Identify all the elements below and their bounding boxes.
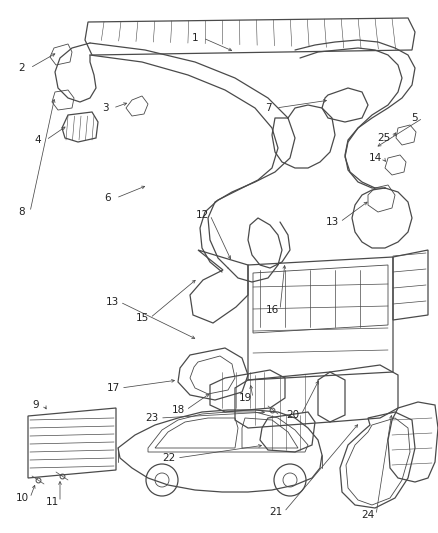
Text: 3: 3 <box>102 103 108 113</box>
Text: 23: 23 <box>145 413 159 423</box>
Text: 9: 9 <box>33 400 39 410</box>
Text: 13: 13 <box>325 217 339 227</box>
Text: 1: 1 <box>192 33 198 43</box>
Text: 25: 25 <box>378 133 391 143</box>
Text: 12: 12 <box>195 210 208 220</box>
Text: 20: 20 <box>286 410 300 420</box>
Text: 21: 21 <box>269 507 283 517</box>
Text: 8: 8 <box>19 207 25 217</box>
Text: 4: 4 <box>35 135 41 145</box>
Text: 18: 18 <box>171 405 185 415</box>
Text: 15: 15 <box>135 313 148 323</box>
Text: 24: 24 <box>361 510 374 520</box>
Text: 5: 5 <box>412 113 418 123</box>
Text: 19: 19 <box>238 393 251 403</box>
Text: 17: 17 <box>106 383 120 393</box>
Text: 16: 16 <box>265 305 279 315</box>
Text: 10: 10 <box>15 493 28 503</box>
Text: 14: 14 <box>368 153 381 163</box>
Text: 11: 11 <box>46 497 59 507</box>
Text: 2: 2 <box>19 63 25 73</box>
Text: 22: 22 <box>162 453 176 463</box>
Text: 7: 7 <box>265 103 271 113</box>
Text: 13: 13 <box>106 297 119 307</box>
Text: 6: 6 <box>105 193 111 203</box>
